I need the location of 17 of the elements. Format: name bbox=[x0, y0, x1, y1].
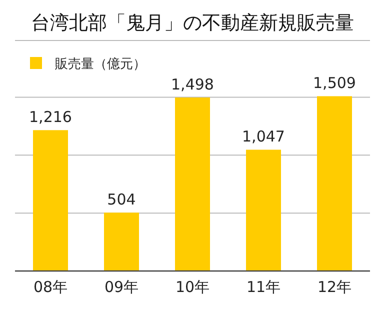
bar bbox=[175, 97, 210, 271]
bar bbox=[246, 150, 281, 271]
legend-label: 販売量（億元） bbox=[55, 57, 146, 72]
data-label: 1,498 bbox=[171, 75, 214, 94]
bar bbox=[33, 130, 68, 271]
x-tick-label: 08年 bbox=[33, 278, 68, 296]
x-tick-label: 10年 bbox=[175, 278, 210, 296]
data-label: 1,509 bbox=[313, 74, 356, 92]
data-label: 1,047 bbox=[242, 128, 285, 146]
data-label: 1,216 bbox=[29, 108, 72, 126]
x-tick-label: 11年 bbox=[246, 278, 281, 296]
data-label: 504 bbox=[107, 190, 136, 209]
bar bbox=[317, 96, 352, 271]
x-tick-label: 12年 bbox=[317, 278, 352, 296]
chart-title: 台湾北部「鬼月」の不動産新規販売量 bbox=[31, 12, 354, 34]
x-tick-label: 09年 bbox=[104, 278, 139, 296]
bar bbox=[104, 212, 139, 271]
